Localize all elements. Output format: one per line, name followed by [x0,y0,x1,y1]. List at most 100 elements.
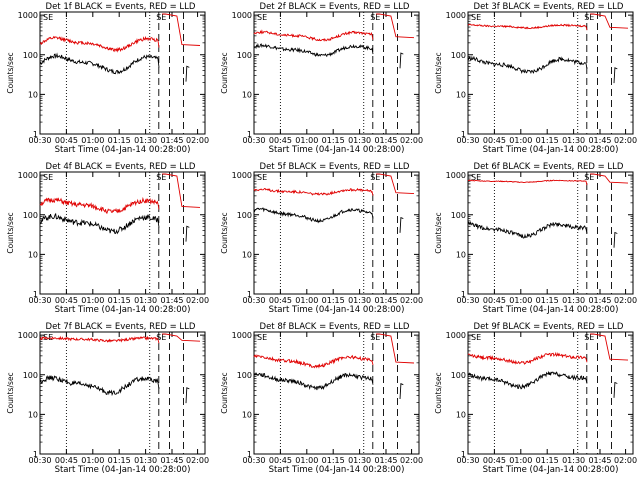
x-tick-label: 01:15 [108,456,131,465]
x-tick-label: 00:45 [55,136,78,145]
x-tick-label: 02:00 [614,456,637,465]
se-annotation-left: SE [257,13,267,22]
chart-title: Det 5f BLACK = Events, RED = LLD [260,162,410,172]
y-tick-label: 100 [23,51,38,60]
x-tick-label: 00:45 [269,136,292,145]
se-annotation-left: SE [43,173,53,182]
series-line-lld [39,173,201,215]
se-annotation-left: SE [257,333,267,342]
x-axis-label: Start Time (04-Jan-14 00:28:00) [483,305,619,315]
series-line-lld [253,333,415,369]
x-tick-label: 00:45 [55,456,78,465]
series-line-lld [467,173,629,186]
x-axis-label: Start Time (04-Jan-14 00:28:00) [483,145,619,155]
x-tick-label: 00:30 [456,456,479,465]
y-tick-label: 10 [28,250,38,259]
x-tick-label: 01:00 [295,456,318,465]
se-annotation-left: SE [471,173,481,182]
x-tick-label: 00:45 [483,456,506,465]
x-tick-label: 00:45 [483,136,506,145]
x-tick-label: 01:30 [134,296,157,305]
chart-title: Det 1f BLACK = Events, RED = LLD [46,2,196,12]
y-tick-label: 1000 [446,11,466,20]
chart-panel-9: Det 9f BLACK = Events, RED = LLD 1 10 100 10… [434,322,637,475]
x-tick-label: 01:00 [509,136,532,145]
x-tick-label: 01:30 [348,136,371,145]
se-annotation: SE [584,333,594,342]
x-tick-label: 01:15 [322,136,345,145]
se-annotation: SE [370,333,380,342]
se-annotation-left: SE [43,333,53,342]
y-tick-label: 1000 [232,171,252,180]
x-tick-label: 00:30 [456,136,479,145]
y-tick-label: 100 [451,51,466,60]
series-line-events [467,370,618,398]
series-line-events [39,375,190,404]
y-tick-label: 10 [456,250,466,259]
se-annotation: SE [584,13,594,22]
y-axis-label: Counts/sec [6,52,15,93]
y-tick-label: 100 [23,211,38,220]
x-tick-label: 02:00 [186,136,209,145]
x-tick-label: 01:30 [562,456,585,465]
y-tick-label: 1 [461,130,466,139]
x-tick-label: 01:00 [509,456,532,465]
plot-frame [467,11,634,135]
x-tick-label: 00:45 [269,456,292,465]
x-tick-label: 01:30 [562,296,585,305]
chart-title: Det 7f BLACK = Events, RED = LLD [46,322,196,332]
x-tick-label: 01:30 [134,456,157,465]
x-tick-label: 01:45 [160,296,183,305]
x-tick-label: 01:00 [81,296,104,305]
x-tick-label: 01:15 [536,456,559,465]
x-tick-label: 01:45 [160,456,183,465]
chart-panel-8: Det 8f BLACK = Events, RED = LLD 1 10 100 10… [220,322,423,475]
x-axis-label: Start Time (04-Jan-14 00:28:00) [55,145,191,155]
x-tick-label: 01:45 [588,136,611,145]
x-tick-label: 00:30 [28,456,51,465]
y-tick-label: 100 [451,211,466,220]
y-tick-label: 1000 [232,331,252,340]
series-line-lld [253,173,415,196]
y-tick-label: 1000 [18,171,38,180]
series-line-events [253,372,404,400]
chart-title: Det 3f BLACK = Events, RED = LLD [474,2,624,12]
se-annotation-left: SE [471,333,481,342]
y-tick-label: 10 [28,90,38,99]
x-axis-label: Start Time (04-Jan-14 00:28:00) [269,145,405,155]
series-line-lld [39,333,201,344]
x-tick-label: 01:15 [322,296,345,305]
x-tick-label: 01:15 [536,136,559,145]
y-tick-label: 1000 [18,11,38,20]
chart-panel-5: Det 5f BLACK = Events, RED = LLD 1 10 100 10… [220,162,423,315]
y-axis-label: Counts/sec [220,52,229,93]
series-line-lld [467,13,629,31]
se-annotation: SE [370,13,380,22]
chart-panel-2: Det 2f BLACK = Events, RED = LLD 1 10 100 10… [220,2,423,155]
y-tick-label: 1 [461,290,466,299]
plot-frame [467,331,634,455]
series-line-lld [39,13,201,53]
se-annotation-left: SE [257,173,267,182]
series-line-lld [253,13,415,42]
y-axis-label: Counts/sec [434,212,443,253]
plot-frame [467,171,634,295]
y-tick-label: 10 [28,410,38,419]
x-tick-label: 00:45 [269,296,292,305]
x-tick-label: 02:00 [400,456,423,465]
se-annotation-left: SE [471,13,481,22]
plot-frame [39,11,206,135]
y-tick-label: 10 [456,410,466,419]
plot-frame [253,331,420,455]
y-tick-label: 100 [451,371,466,380]
chart-panel-6: Det 6f BLACK = Events, RED = LLD 1 10 100 10… [434,162,637,315]
plot-frame [253,171,420,295]
chart-title: Det 9f BLACK = Events, RED = LLD [474,322,624,332]
y-tick-label: 1 [247,450,252,459]
x-tick-label: 00:45 [483,296,506,305]
y-tick-label: 1000 [232,11,252,20]
x-tick-label: 00:30 [28,296,51,305]
x-tick-label: 01:00 [509,296,532,305]
plot-frame [253,11,420,135]
